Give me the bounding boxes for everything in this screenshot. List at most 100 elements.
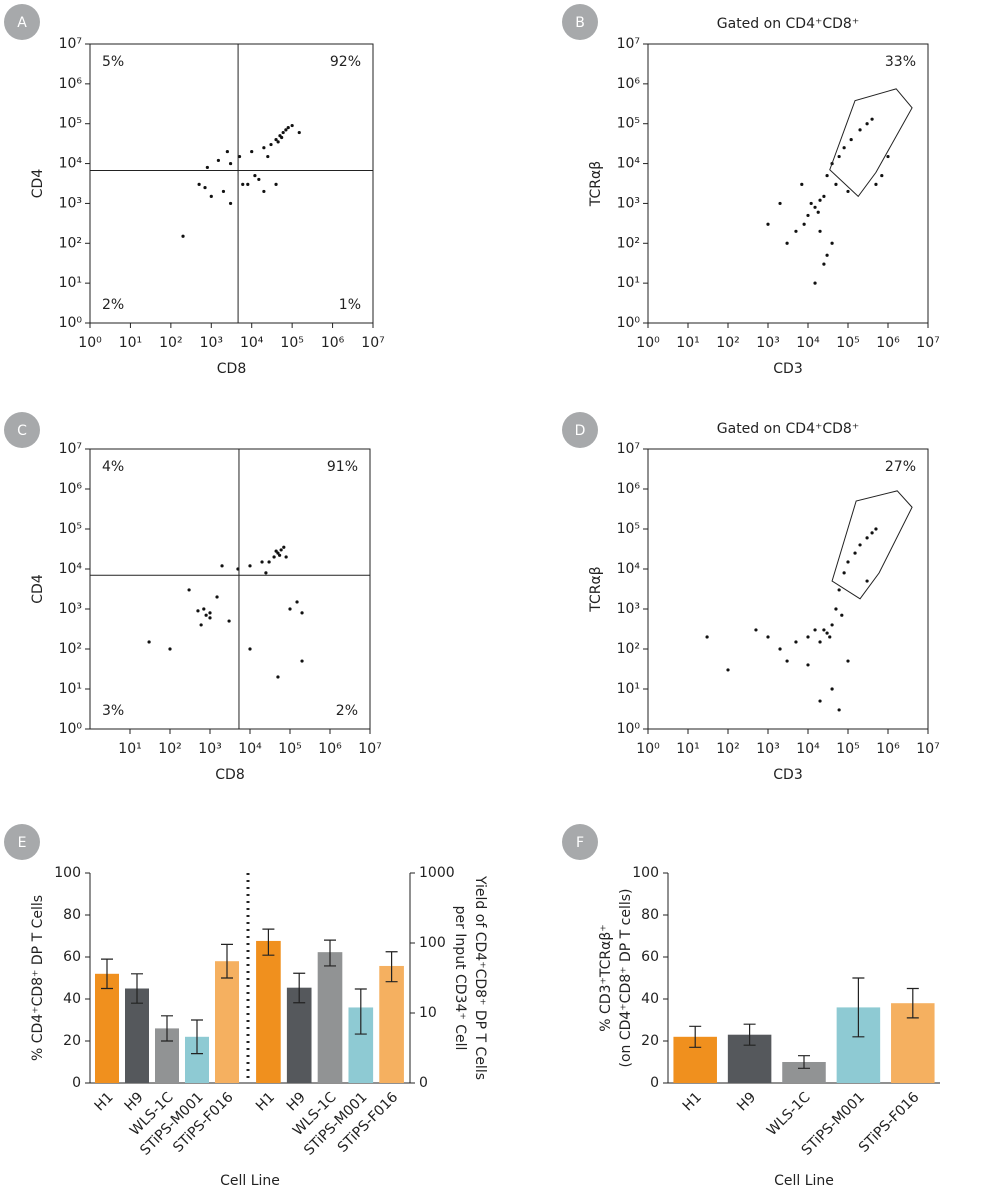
event-dot [278,553,282,557]
event-dot [297,130,301,135]
event-dot [253,173,257,178]
error-bar [221,943,233,979]
error-bar [852,977,865,1038]
x-tick-label: 10⁵ [836,741,859,757]
event-dot [215,595,219,599]
event-dot [778,201,782,206]
axis-label: Yield of CD4⁺CD8⁺ DP T Cells [472,875,488,1080]
y-tick-label: 10⁰ [59,721,83,737]
y-tick-label: 10⁴ [617,156,641,172]
event-dot [280,135,284,140]
event-dot [248,647,252,651]
x-tick-label: 10² [716,741,739,757]
event-dot [830,623,834,627]
x-tick-label: 10³ [756,741,779,757]
error-bar [101,958,113,990]
event-dot [886,154,890,159]
event-dot [834,182,838,187]
error-bar [324,939,336,967]
x-tick-label: 10⁰ [78,335,102,351]
x-tick-label: 10¹ [119,335,142,351]
y-tick-label: 10¹ [617,681,640,697]
y-tick-label: 80 [641,907,659,923]
event-dot [208,616,212,620]
event-dot [874,182,878,187]
event-dot [865,536,869,540]
event-dot [880,173,884,178]
panel-badge [4,824,40,860]
event-dot [870,117,874,121]
x-tick-label: 10⁵ [836,335,859,351]
x-tick-label: H1 [680,1089,705,1114]
bar [125,988,149,1083]
event-dot [288,607,292,611]
x-tick-label: 10² [158,741,181,757]
x-tick-label: 10³ [198,741,221,757]
event-dot [828,635,832,639]
quadrant-label: 3% [102,703,124,719]
event-dot [241,182,245,187]
error-bar [131,973,143,1004]
x-tick-label: 10³ [756,335,779,351]
y-tick-label: 60 [641,949,659,965]
event-dot [187,588,191,592]
event-dot [785,659,789,663]
event-dot [266,154,270,159]
x-axis-label: CD8 [215,767,244,783]
x-tick-label: 10⁷ [361,335,384,351]
y-tick-label: 10⁰ [59,315,83,331]
y-tick-label: 40 [641,991,659,1007]
event-dot [853,551,857,555]
event-dot [196,609,200,613]
y-tick-label: 10⁷ [617,441,640,457]
event-dot [284,128,288,132]
axis-label: % CD4⁺CD8⁺ DP T Cells [30,895,46,1061]
y-tick-label: 20 [641,1033,659,1049]
event-dot [818,229,822,233]
event-dot [274,549,278,553]
event-dot [846,560,850,564]
event-dot [825,631,829,635]
x-tick-label: 10⁵ [280,335,303,351]
y-tick-label: 10² [617,235,640,251]
x-axis-label: Cell Line [220,1173,280,1189]
event-dot [766,635,770,639]
y2-tick-label: 0 [419,1075,428,1091]
event-dot [822,262,826,266]
y-tick-label: 10⁵ [617,521,640,537]
x-tick-label: 10¹ [676,335,699,351]
y-tick-label: 10⁶ [59,481,83,497]
event-dot [849,137,853,142]
quadrant-label: 91% [327,459,358,475]
error-bar [293,972,306,1004]
panel-letter: D [575,423,586,439]
y2-tick-label: 10 [419,1005,437,1021]
y-tick-label: 10⁷ [617,36,640,52]
event-dot [818,198,822,202]
y-tick-label: 10⁴ [617,561,641,577]
event-dot [858,128,862,132]
event-dot [754,628,758,632]
x-tick-label: 10³ [200,335,223,351]
panel-badge [562,824,598,860]
event-dot [813,281,817,285]
error-bar [262,928,275,956]
gate-label: 27% [885,459,916,475]
error-bar [385,951,398,983]
event-dot [705,635,709,639]
bar [286,987,312,1083]
event-dot [237,154,242,159]
plot-frame [647,448,929,730]
event-dot [282,545,286,549]
y-tick-label: 10¹ [59,275,82,291]
y-tick-label: 10¹ [617,275,640,291]
event-dot [295,600,299,604]
event-dot [250,149,254,154]
x-tick-label: 10⁴ [796,741,820,757]
x-tick-label: 10⁴ [238,741,262,757]
y-tick-label: 80 [63,907,81,923]
x-axis-label: CD3 [773,767,802,783]
y-tick-label: 0 [650,1075,659,1091]
event-dot [257,177,261,182]
x-tick-label: H1 [253,1089,278,1114]
